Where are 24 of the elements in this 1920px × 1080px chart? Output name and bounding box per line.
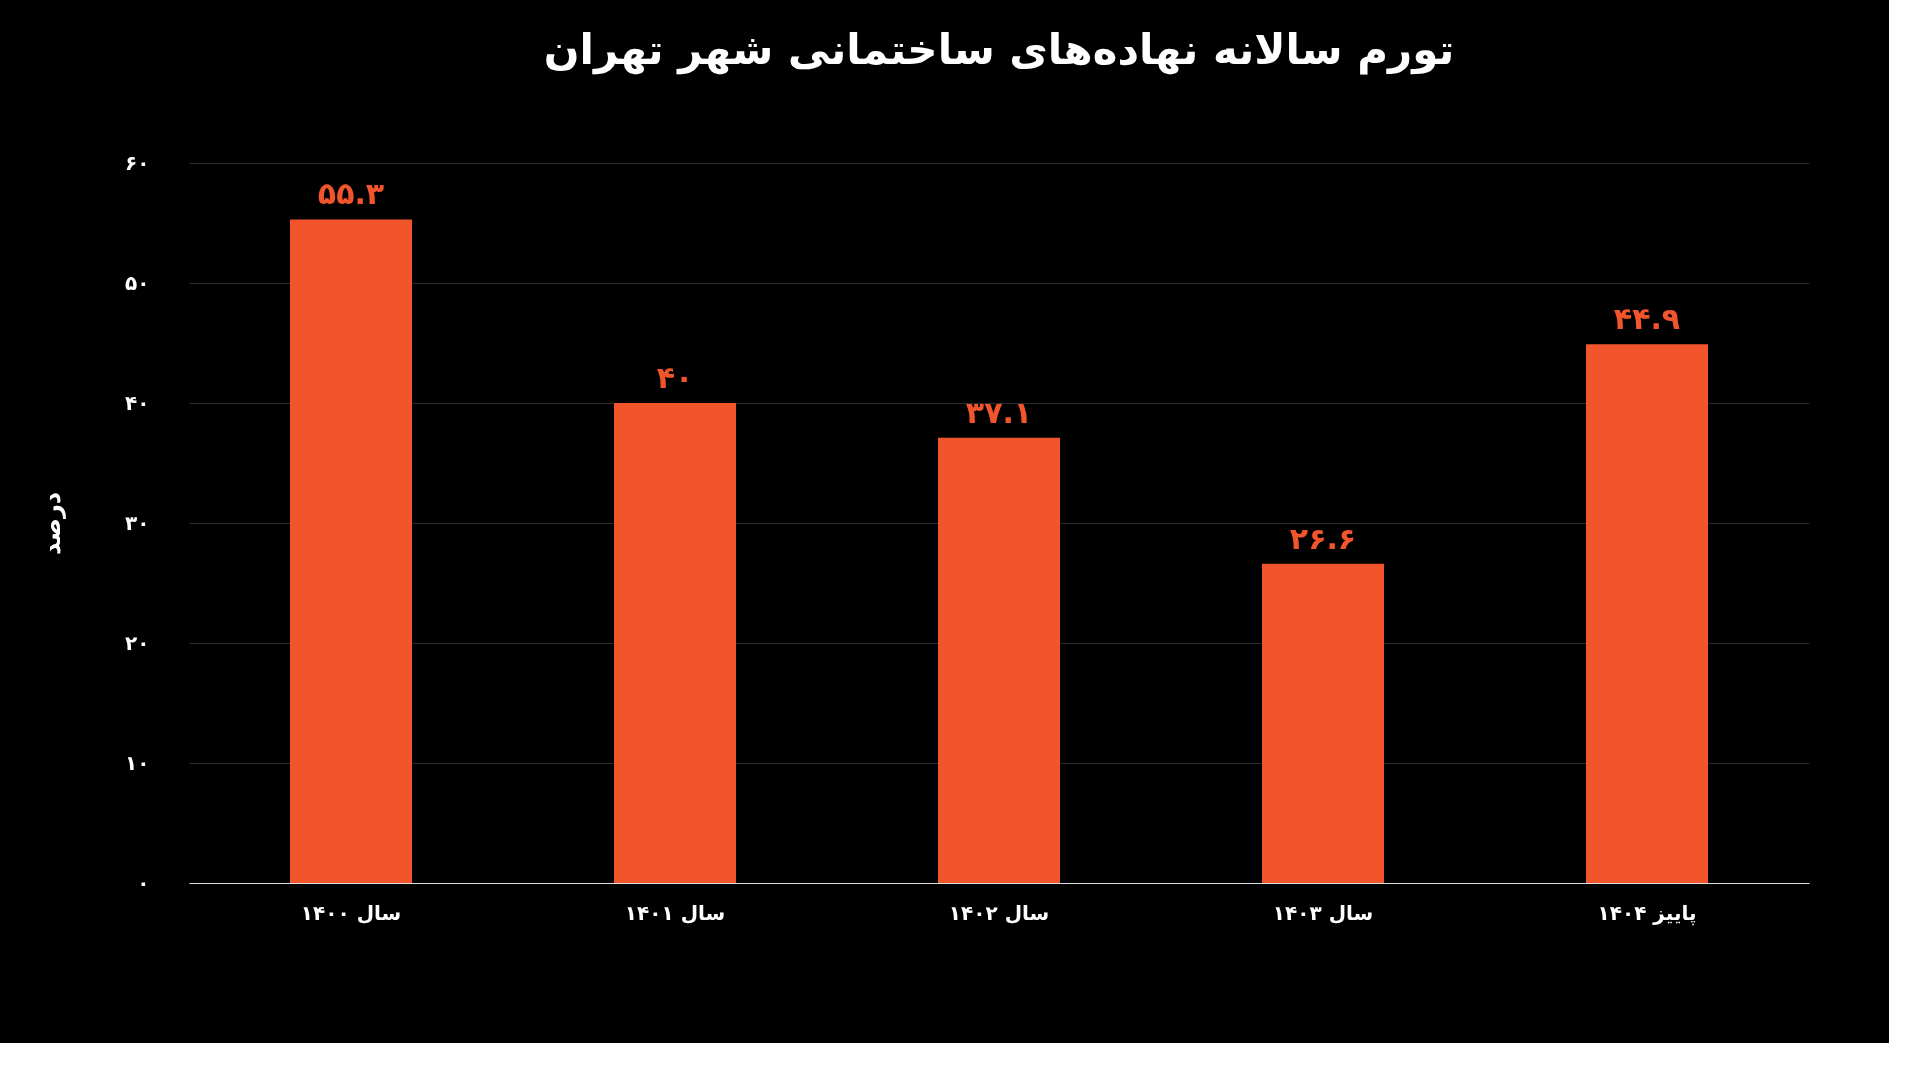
data-label: ۵۵.۳ (317, 176, 385, 212)
bar (290, 219, 412, 883)
x-tick-label: سال ۱۴۰۳ (1272, 900, 1374, 925)
y-tick-label: ۴۰ (125, 390, 150, 415)
x-tick-label: پاییز ۱۴۰۴ (1597, 900, 1697, 926)
data-label: ۳۷.۱ (965, 394, 1033, 430)
y-tick-label: ۳۰ (125, 510, 150, 535)
x-tick-label: سال ۱۴۰۰ (300, 900, 402, 925)
y-tick-label: ۱۰ (125, 750, 150, 775)
bar (938, 437, 1060, 883)
bar (1262, 563, 1384, 883)
data-label: ۴۰ (656, 360, 694, 395)
chart-title: تورم سالانه نهاده‌های ساختمانی شهر تهران (543, 25, 1455, 75)
y-tick-label: ۲۰ (125, 630, 150, 655)
x-tick-label: سال ۱۴۰۱ (624, 900, 726, 925)
y-tick-label: ۶۰ (125, 150, 150, 175)
bar (1586, 344, 1708, 883)
x-tick-label: سال ۱۴۰۲ (948, 900, 1050, 925)
y-tick-label: ۰ (137, 870, 150, 895)
y-axis-title: درصد (38, 491, 67, 556)
data-label: ۴۴.۹ (1613, 301, 1681, 337)
bar (614, 403, 736, 883)
y-tick-label: ۵۰ (125, 270, 150, 295)
data-label: ۲۶.۶ (1289, 520, 1357, 556)
